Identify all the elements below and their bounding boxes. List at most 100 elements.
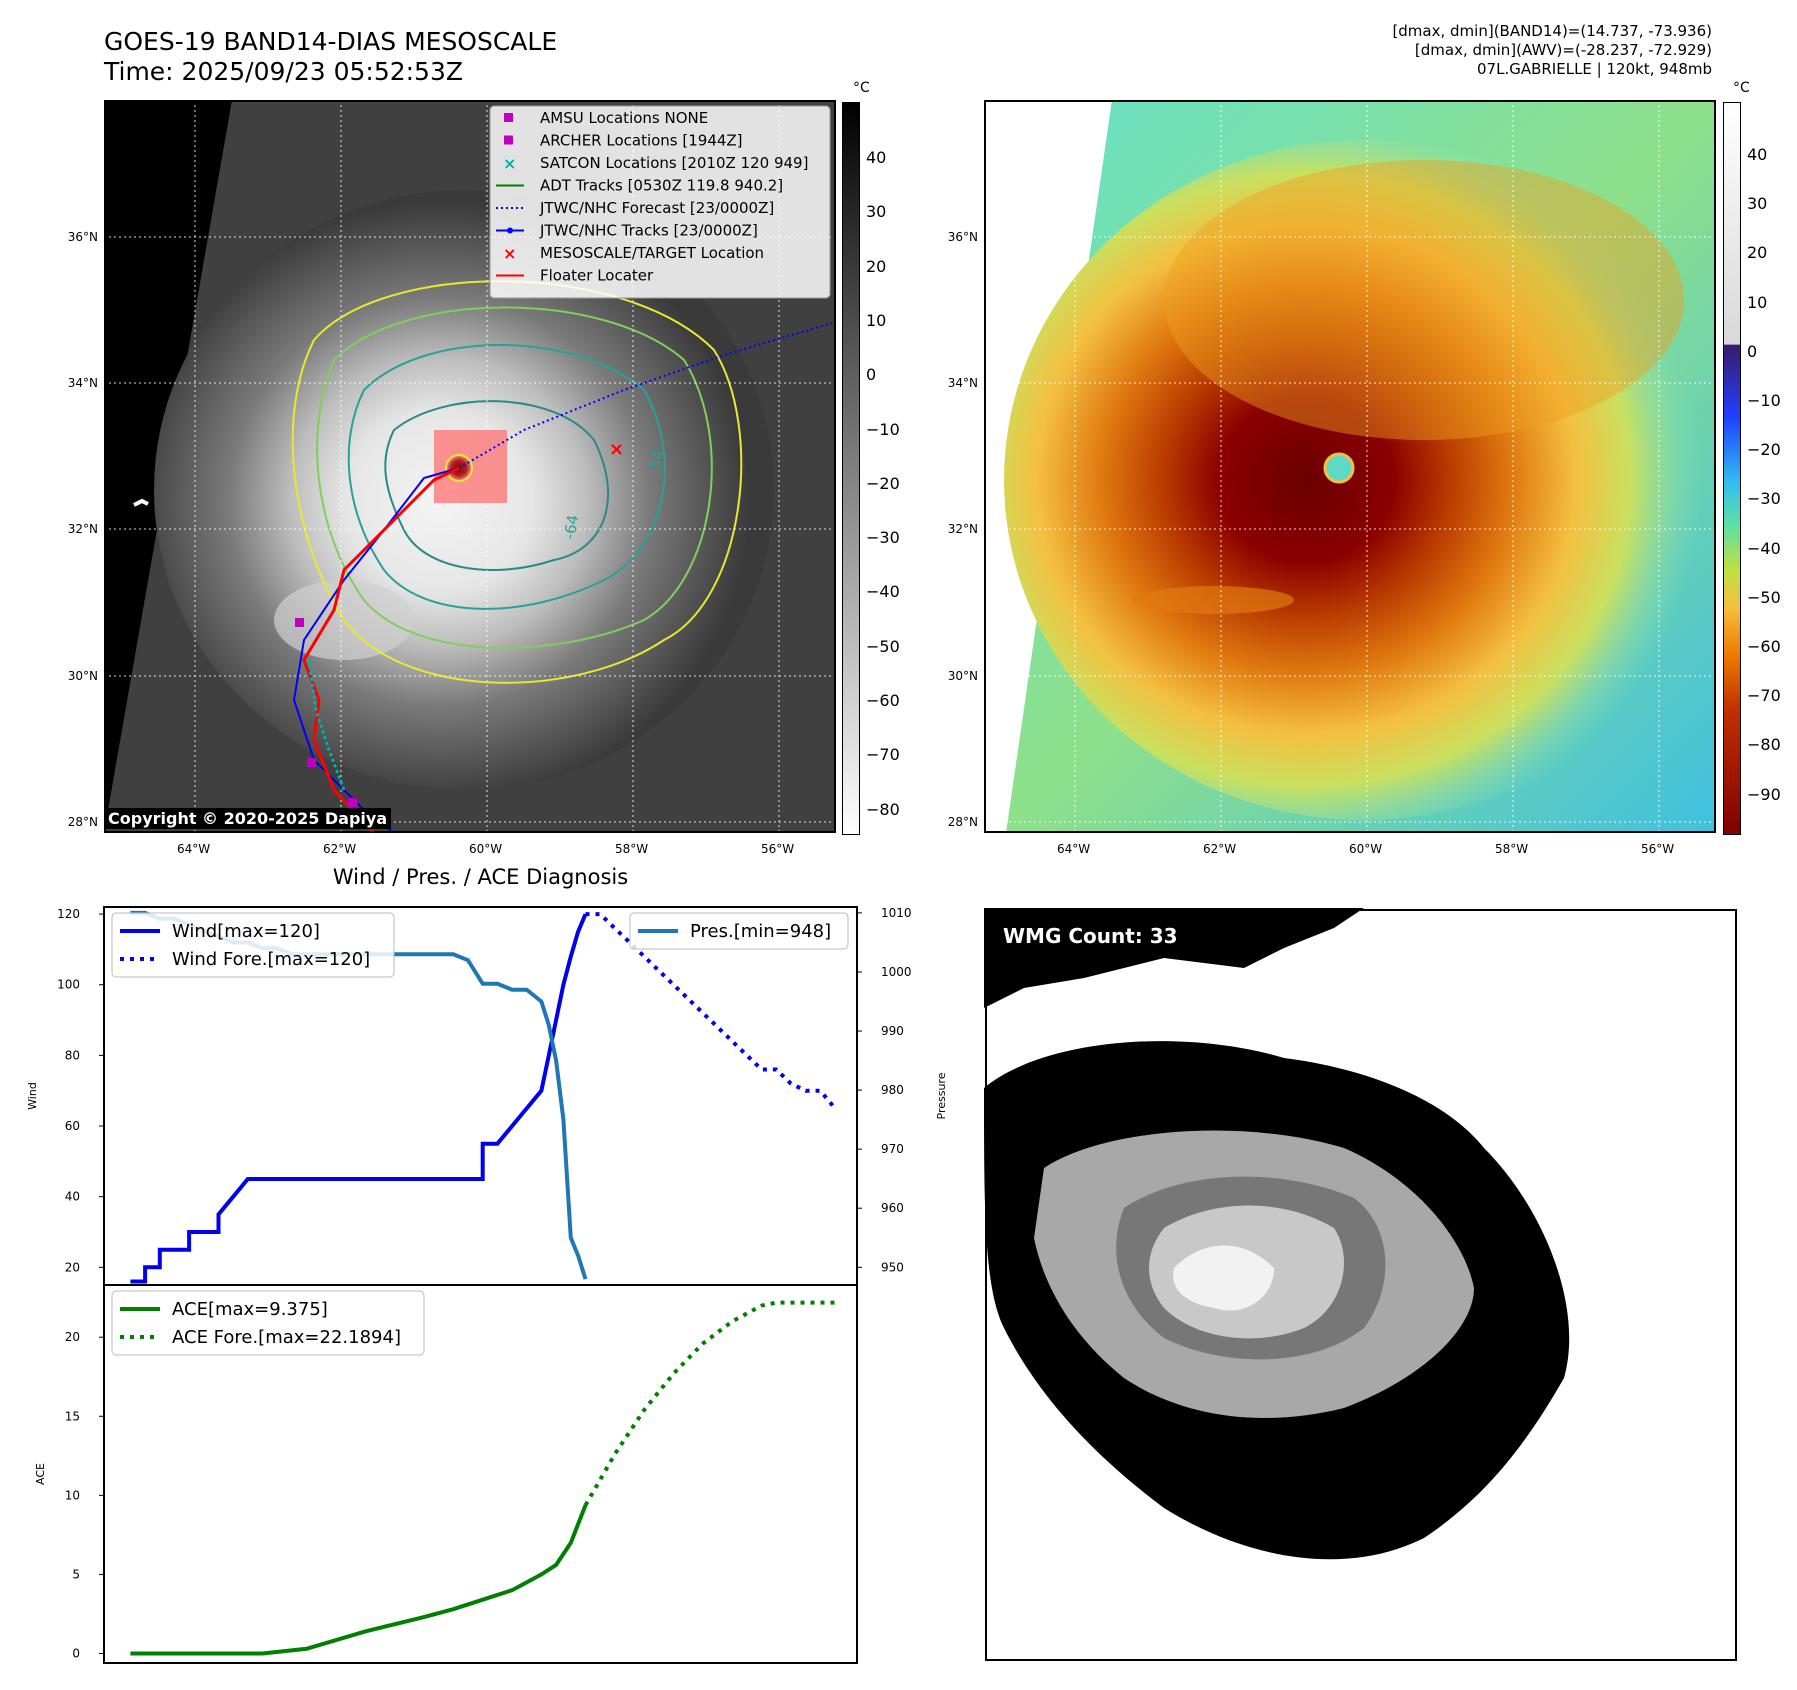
lon-labels-right: 64°W 62°W 60°W 58°W 56°W [984,842,1716,862]
legend-entry: ARCHER Locations [1944Z] [504,132,743,150]
lat-label: 36°N [947,230,978,244]
legend-marker [504,135,513,145]
map-legend: AMSU Locations NONE ARCHER Locations [194… [489,105,831,299]
wind-forecast-series-line [585,912,837,1110]
diagnosis-title: Wind / Pres. / ACE Diagnosis [332,865,629,889]
legend-entry: × SATCON Locations [2010Z 120 949] [503,154,808,173]
colorbar-tick-label: −40 [1747,538,1781,558]
floater-track [302,466,460,833]
lat-label: 34°N [67,376,98,390]
wind-ytick-label: 40 [65,1190,80,1204]
legend-marker: × [503,244,516,263]
wmg-frame [985,909,1737,1661]
pressure-ytick-label: 970 [881,1142,904,1156]
ir-colorbar [842,102,860,835]
island [133,498,149,507]
lat-label: 30°N [947,669,978,683]
forecast-track [458,321,836,469]
ace-ytick-label: 10 [65,1488,80,1502]
colorbar-tick-label: −10 [1747,391,1781,410]
colorbar-tick-label: −50 [1747,587,1781,607]
wind-ytick-label: 20 [65,1260,80,1274]
ace-series-line [130,1504,588,1656]
legend-entry: JTWC/NHC Forecast [23/0000Z] [496,199,774,217]
lon-label: 56°W [761,842,795,856]
pressure-ytick-label: 960 [881,1201,904,1215]
colorbar-tick-label: −30 [866,528,900,548]
lat-labels-left: 36°N 34°N 32°N 30°N 28°N [40,100,100,833]
pressure-ytick-label: 980 [881,1083,904,1097]
wind-ytick-label: 60 [65,1119,80,1133]
legend-entry: JTWC/NHC Tracks [23/0000Z] [496,222,758,240]
color-storm-eye [1323,452,1355,484]
chart-legend-label: Wind Fore.[max=120] [172,949,370,970]
pressure-ytick-label: 950 [881,1260,904,1274]
color-colorbar-unit: °C [1733,80,1750,96]
colorbar-tick-label: −40 [866,582,900,602]
archer-marker [348,798,357,807]
colorbar-tick-label: −70 [866,745,900,765]
colorbar-tick-label: −20 [1747,440,1781,460]
ace-ytick-label: 5 [72,1567,80,1581]
info-line-3: 07L.GABRIELLE | 120kt, 948mb [1477,60,1712,78]
colorbar-tick-label: 0 [1747,341,1758,361]
chart-legend-label: Wind[max=120] [172,921,320,942]
colorbar-tick-label: 20 [1747,243,1768,263]
legend-label: MESOSCALE/TARGET Location [540,244,764,262]
contour-label: -64 [560,513,582,540]
lat-label: 36°N [67,230,98,244]
color-rainband [1134,586,1294,614]
colorbar-tick-label: −80 [1747,735,1781,755]
colorbar-tick-label: −50 [866,636,900,656]
chart-legend-label: ACE Fore.[max=22.1894] [172,1327,401,1348]
ace-ytick-label: 0 [72,1647,80,1661]
chart-legend-box [111,1290,425,1356]
chart-legend-box [111,912,395,978]
diagnosis-chart: 20 40 60 80 100 120 950 960 970 980 990 1000 1010 0 5 1… [26,906,948,1664]
contour-green [316,306,713,649]
nhc-track [292,467,460,833]
ir-map-panel: × -54 -64 AMSU Locations NONE ARCHER Loca… [104,100,836,833]
legend-entry: Floater Locater [496,267,654,285]
color-gridlines [984,100,1716,833]
legend-box [489,105,831,299]
color-colorbar-ticks: 40 30 20 10 0 −10 −20 −30 −40 −50 −60 −70 −80 −90 [1747,102,1797,833]
chart-legend-label: ACE[max=9.375] [172,1299,328,1320]
color-storm-cloud [1004,140,1716,820]
title-line-1: GOES-19 BAND14-DIAS MESOSCALE [104,27,558,56]
ace-ylabel: ACE [34,1463,47,1485]
legend-label: Floater Locater [540,267,654,285]
legend-marker: × [503,154,516,173]
legend-label: JTWC/NHC Tracks [23/0000Z] [539,222,758,240]
legend-entry: × MESOSCALE/TARGET Location [503,244,764,263]
lat-label: 32°N [947,522,978,536]
wind-ytick-label: 100 [57,978,80,992]
pressure-ytick-label: 990 [881,1024,904,1038]
color-colorbar [1723,102,1741,835]
wmg-panel [984,908,1738,1662]
wind-ylabel: Wind [26,1082,39,1110]
color-outflow [1164,160,1684,440]
info-line-2: [dmax, dmin](AWV)=(-28.237, -72.929) [1414,41,1712,59]
archer-marker [295,618,304,627]
lat-label: 32°N [67,522,98,536]
colorbar-tick-label: 20 [866,256,887,276]
contour-label: -54 [645,448,667,475]
legend-label: JTWC/NHC Forecast [23/0000Z] [539,199,774,217]
lon-label: 62°W [1203,842,1237,856]
chart-legend-box [629,912,849,950]
lat-labels-right: 36°N 34°N 32°N 30°N 28°N [920,100,980,833]
ace-axes-frame [103,1284,858,1664]
legend-entry: AMSU Locations NONE [504,109,708,127]
wind-series-line [130,913,588,1284]
legend-label: AMSU Locations NONE [540,109,708,127]
colorbar-tick-label: −60 [1747,637,1781,656]
lon-label: 60°W [1349,842,1383,856]
wind-ytick-label: 120 [57,907,80,921]
colorbar-tick-label: −70 [1747,686,1781,706]
legend-entry: ADT Tracks [0530Z 119.8 940.2] [496,177,783,195]
legend-marker [504,113,513,122]
colorbar-tick-label: −10 [866,419,900,439]
color-map-panel [984,100,1716,833]
wmg-core [1173,1245,1274,1311]
